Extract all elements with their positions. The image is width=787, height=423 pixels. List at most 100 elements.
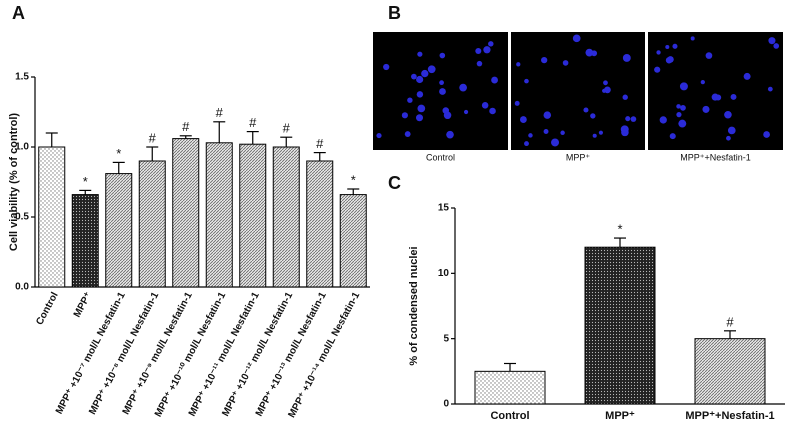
image-label: Control [426, 152, 455, 162]
nucleus [715, 94, 722, 101]
nucleus [672, 43, 678, 49]
significance-mark: # [316, 136, 324, 151]
nucleus [524, 78, 529, 84]
nucleus [659, 116, 667, 124]
panel-label: C [388, 173, 401, 193]
nucleus [488, 41, 494, 47]
micrograph [648, 32, 783, 150]
y-axis-label: % of condensed nuclei [408, 246, 420, 365]
nucleus [411, 73, 417, 80]
nucleus [743, 72, 751, 80]
nucleus [622, 54, 631, 62]
nucleus [475, 47, 482, 55]
y-tick-label: 0.5 [15, 212, 29, 223]
image-label: MPP⁺+Nesfatin-1 [680, 152, 751, 162]
nucleus [401, 112, 408, 119]
nucleus [773, 43, 780, 49]
x-tick-label: MPP⁺ +10⁻⁷ mol/L Nesfatin-1 [54, 290, 128, 416]
significance-mark: # [182, 119, 190, 134]
bar [71, 194, 99, 288]
nucleus [416, 91, 424, 98]
nucleus [602, 88, 607, 93]
nucleus [514, 100, 520, 106]
nucleus [415, 114, 424, 122]
y-tick-label: 0.0 [15, 282, 29, 293]
nucleus [678, 119, 687, 128]
nucleus [572, 34, 581, 43]
bar [272, 146, 300, 288]
nucleus [727, 126, 736, 135]
significance-mark: * [83, 174, 88, 189]
nucleus [665, 57, 673, 64]
nucleus [680, 105, 686, 111]
x-tick-label: MPP⁺ +10⁻⁸ mol/L Nesfatin-1 [87, 290, 161, 417]
nucleus [625, 116, 631, 122]
nucleus [541, 57, 548, 64]
nucleus [620, 125, 629, 134]
significance-mark: * [351, 172, 356, 187]
image-label: MPP⁺ [566, 152, 591, 162]
significance-mark: # [249, 115, 257, 130]
x-tick-label: Control [490, 410, 529, 422]
nucleus [383, 63, 390, 71]
nucleus [656, 50, 661, 55]
nucleus [690, 36, 695, 41]
nucleus [476, 60, 483, 67]
nucleus [669, 133, 676, 140]
nucleus [654, 66, 661, 73]
nucleus [622, 94, 628, 100]
nucleus [679, 82, 688, 91]
nucleus [768, 37, 776, 45]
bar [105, 173, 133, 288]
bar [172, 138, 200, 288]
nucleus [700, 80, 705, 85]
y-tick-label: 0 [443, 399, 449, 410]
nucleus [443, 111, 452, 120]
nucleus [519, 116, 527, 123]
nucleus [676, 112, 682, 118]
nucleus [489, 107, 496, 115]
significance-mark: # [149, 130, 157, 145]
nucleus [543, 111, 552, 119]
y-tick-label: 10 [438, 268, 450, 279]
nucleus [676, 104, 681, 109]
nucleus [427, 65, 436, 74]
nucleus [417, 104, 426, 113]
nucleus [630, 116, 637, 122]
nucleus [516, 62, 521, 67]
nucleus [705, 52, 713, 59]
nucleus [524, 141, 529, 147]
bar [694, 338, 766, 405]
y-tick-label: 1.5 [15, 72, 29, 83]
nucleus [439, 80, 444, 86]
y-tick-label: 15 [438, 203, 450, 214]
x-tick-label: MPP⁺ +10⁻¹⁴ mol/L Nesfatin-1 [286, 290, 362, 420]
bar [138, 160, 166, 288]
nucleus [407, 97, 413, 103]
nucleus [702, 105, 710, 113]
bar [474, 370, 546, 405]
nucleus [560, 130, 565, 136]
nucleus [763, 131, 770, 138]
nucleus [592, 133, 597, 138]
nucleus [585, 48, 594, 57]
nucleus [543, 129, 549, 134]
nucleus [726, 135, 731, 141]
nucleus [562, 60, 569, 66]
y-axis-label: Cell viability (% of control) [8, 113, 20, 251]
significance-mark: # [216, 105, 224, 120]
nucleus [439, 52, 446, 59]
nucleus [439, 88, 446, 95]
bar [239, 143, 267, 288]
nucleus [446, 130, 454, 139]
significance-mark: # [726, 314, 734, 329]
significance-mark: * [116, 146, 121, 161]
nucleus [528, 133, 533, 138]
nucleus [404, 131, 411, 138]
nucleus [665, 44, 670, 50]
bar [38, 146, 66, 288]
nucleus [590, 113, 596, 119]
nucleus [603, 80, 608, 86]
nucleus [583, 107, 589, 113]
